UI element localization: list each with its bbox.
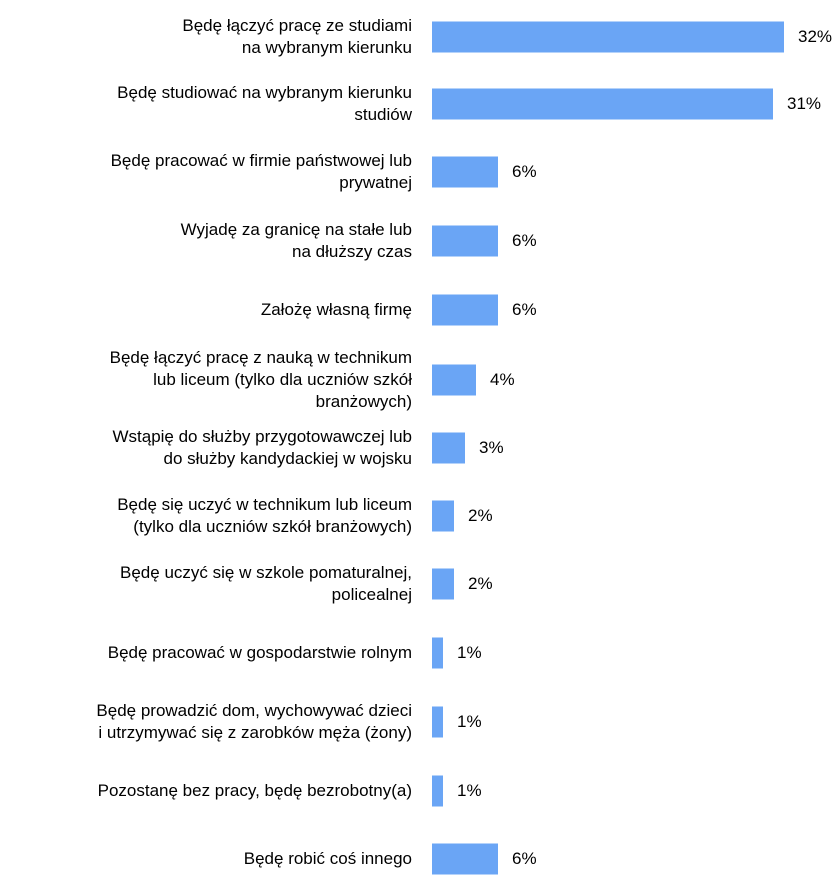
category-label-line: policealnej bbox=[331, 585, 412, 604]
category-label-line: branżowych) bbox=[315, 392, 412, 411]
bar bbox=[432, 156, 498, 188]
value-label: 6% bbox=[512, 231, 537, 250]
category-label-line: Będę się uczyć w technikum lub liceum bbox=[117, 495, 412, 514]
category-label-line: i utrzymywać się z zarobków męża (żony) bbox=[98, 723, 412, 742]
bar bbox=[432, 225, 498, 257]
bar bbox=[432, 706, 443, 738]
category-label-line: Będę pracować w firmie państwowej lub bbox=[110, 151, 412, 170]
value-label: 31% bbox=[787, 94, 822, 113]
value-label: 6% bbox=[512, 849, 537, 868]
category-label-line: lub liceum (tylko dla uczniów szkół bbox=[153, 370, 412, 389]
category-label: Będę łączyć pracę ze studiami na wybranym… bbox=[0, 15, 412, 59]
category-label-line: prywatnej bbox=[339, 173, 412, 192]
bar bbox=[432, 775, 443, 807]
category-label: Będę robić coś innego bbox=[0, 848, 412, 870]
bar bbox=[432, 21, 784, 53]
value-label: 1% bbox=[457, 781, 482, 800]
category-label-line: Założę własną firmę bbox=[260, 300, 412, 319]
category-label: Pozostanę bez pracy, będę bezrobotny(a) bbox=[0, 780, 412, 802]
category-label-line: do służby kandydackiej w wojsku bbox=[163, 449, 412, 468]
category-label-line: Będę studiować na wybranym kierunku bbox=[117, 83, 412, 102]
category-label: Będę prowadzić dom, wychowywać dzieci i u… bbox=[0, 700, 412, 744]
value-label: 1% bbox=[457, 712, 482, 731]
value-label: 2% bbox=[468, 506, 493, 525]
bar bbox=[432, 568, 454, 600]
category-label-line: Będę łączyć pracę ze studiami bbox=[182, 16, 412, 35]
value-label: 6% bbox=[512, 162, 537, 181]
bar bbox=[432, 364, 476, 396]
value-label: 6% bbox=[512, 300, 537, 319]
category-label-line: studiów bbox=[354, 105, 412, 124]
category-label: Będę pracować w firmie państwowej lub pry… bbox=[0, 150, 412, 194]
category-label: Będę studiować na wybranym kierunku studi… bbox=[0, 82, 412, 126]
category-label: Wyjadę za granicę na stałe lub na dłuższy… bbox=[0, 219, 412, 263]
value-label: 4% bbox=[490, 370, 515, 389]
category-label-line: Wstąpię do służby przygotowawczej lub bbox=[112, 427, 412, 446]
category-label: Założę własną firmę bbox=[0, 299, 412, 321]
category-label-line: Będę prowadzić dom, wychowywać dzieci bbox=[96, 701, 412, 720]
bar bbox=[432, 843, 498, 875]
category-label-line: Będę łączyć pracę z nauką w technikum bbox=[109, 348, 412, 367]
category-label: Będę pracować w gospodarstwie rolnym bbox=[0, 642, 412, 664]
bar bbox=[432, 294, 498, 326]
category-label-line: Będę robić coś innego bbox=[243, 849, 412, 868]
value-label: 32% bbox=[798, 27, 833, 46]
bar bbox=[432, 88, 773, 120]
category-label-line: na dłuższy czas bbox=[292, 242, 412, 261]
value-label: 2% bbox=[468, 574, 493, 593]
category-label-line: (tylko dla uczniów szkół branżowych) bbox=[133, 517, 412, 536]
category-label: Będę uczyć się w szkole pomaturalnej, pol… bbox=[0, 562, 412, 606]
category-label-line: Będę uczyć się w szkole pomaturalnej, bbox=[120, 563, 412, 582]
category-label-line: na wybranym kierunku bbox=[241, 38, 412, 57]
bar bbox=[432, 637, 443, 669]
bar bbox=[432, 500, 454, 532]
bar bbox=[432, 432, 465, 464]
category-label: Wstąpię do służby przygotowawczej lub do … bbox=[0, 426, 412, 470]
category-label-line: Pozostanę bez pracy, będę bezrobotny(a) bbox=[97, 781, 412, 800]
value-label: 1% bbox=[457, 643, 482, 662]
category-label: Będę łączyć pracę z nauką w technikum lub… bbox=[0, 347, 412, 413]
value-label: 3% bbox=[479, 438, 504, 457]
category-label-line: Będę pracować w gospodarstwie rolnym bbox=[107, 643, 412, 662]
category-label-line: Wyjadę za granicę na stałe lub bbox=[180, 220, 412, 239]
category-label: Będę się uczyć w technikum lub liceum (ty… bbox=[0, 494, 412, 538]
